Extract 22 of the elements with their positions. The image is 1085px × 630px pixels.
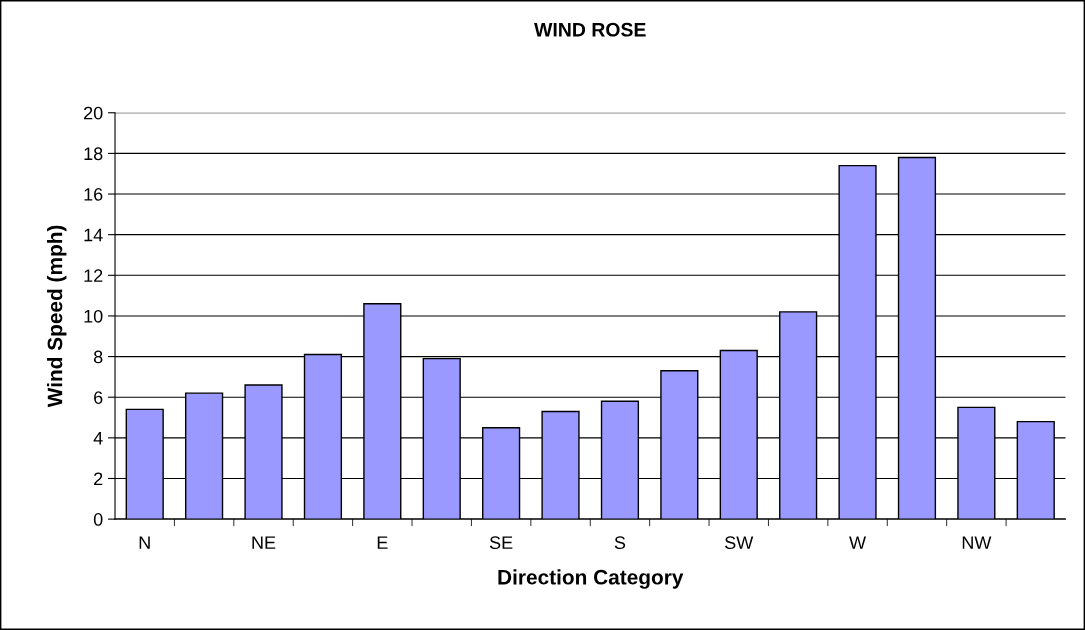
y-tick-label: 14 xyxy=(84,228,103,242)
x-tick-label: NE xyxy=(252,536,276,549)
y-axis-title: Wind Speed (mph) xyxy=(47,225,67,408)
y-tick-label: 6 xyxy=(94,391,103,404)
x-axis-title: Direction Category xyxy=(498,569,684,589)
x-tick-label: SE xyxy=(489,536,513,550)
x-tick-label: NW xyxy=(962,536,992,549)
x-tick-label: W xyxy=(849,536,867,549)
x-tick-label: S xyxy=(614,536,626,550)
y-tick-label: 8 xyxy=(93,350,103,364)
y-tick-label: 16 xyxy=(84,187,103,201)
x-tick-label: E xyxy=(377,536,388,549)
y-tick-label: 0 xyxy=(93,513,103,526)
y-tick-label: 20 xyxy=(84,106,103,120)
y-tick-label: 2 xyxy=(94,472,103,486)
y-tick-label: 10 xyxy=(84,309,103,323)
x-tick-label: SW xyxy=(725,536,754,550)
y-tick-label: 12 xyxy=(84,269,103,282)
x-tick-label: N xyxy=(139,536,150,549)
chart-title: WIND ROSE xyxy=(534,22,646,37)
y-tick-label: 4 xyxy=(93,431,103,445)
y-tick-label: 18 xyxy=(84,147,103,161)
